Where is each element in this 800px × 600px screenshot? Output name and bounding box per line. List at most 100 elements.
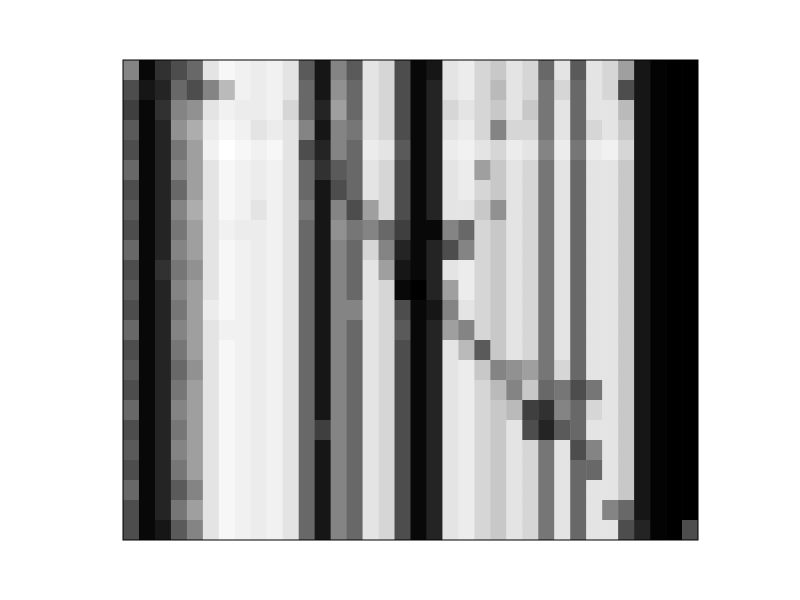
heat-cell <box>187 380 203 401</box>
heat-cell <box>251 180 267 201</box>
heat-cell <box>682 300 698 321</box>
heat-cell <box>267 320 283 341</box>
heat-cell <box>155 320 171 341</box>
heat-cell <box>187 340 203 361</box>
heat-cell <box>490 320 506 341</box>
heat-cell <box>426 60 442 81</box>
heat-cell <box>411 220 427 241</box>
heat-cell <box>251 400 267 421</box>
heat-cell <box>283 320 299 341</box>
heat-cell <box>554 280 570 301</box>
heat-cell <box>267 260 283 281</box>
heat-cell <box>618 440 634 461</box>
heat-cell <box>299 100 315 121</box>
heat-cell <box>235 420 251 441</box>
heat-cell <box>123 460 139 481</box>
heat-cell <box>203 220 219 241</box>
heat-cell <box>570 160 586 181</box>
heat-cell <box>586 420 602 441</box>
heat-cell <box>650 460 666 481</box>
heat-cell <box>602 360 618 381</box>
heat-cell <box>187 520 203 540</box>
heat-cell <box>458 260 474 281</box>
heat-cell <box>155 240 171 261</box>
heat-cell <box>235 340 251 361</box>
heat-cell <box>602 480 618 501</box>
heat-cell <box>363 260 379 281</box>
heat-cell <box>299 500 315 521</box>
heat-cell <box>602 400 618 421</box>
heat-cell <box>522 140 538 161</box>
heat-cell <box>474 480 490 501</box>
heat-cell <box>442 220 458 241</box>
heat-cell <box>363 120 379 141</box>
heat-cell <box>395 460 411 481</box>
heat-cell <box>283 500 299 521</box>
heat-cell <box>490 460 506 481</box>
heat-cell <box>363 520 379 540</box>
heat-cell <box>602 200 618 221</box>
heat-cell <box>650 220 666 241</box>
heat-cell <box>411 360 427 381</box>
heat-cell <box>586 480 602 501</box>
heat-cell <box>490 120 506 141</box>
heat-cell <box>426 180 442 201</box>
heat-cell <box>347 500 363 521</box>
heat-cell <box>506 60 522 81</box>
heat-cell <box>554 200 570 221</box>
heat-cell <box>347 180 363 201</box>
heat-cell <box>315 320 331 341</box>
heat-cell <box>235 120 251 141</box>
heat-cell <box>634 300 650 321</box>
heat-cell <box>666 280 682 301</box>
heat-cell <box>347 420 363 441</box>
heat-cell <box>570 240 586 261</box>
heat-cell <box>235 320 251 341</box>
heat-cell <box>666 60 682 81</box>
heat-cell <box>267 200 283 221</box>
heat-cell <box>363 400 379 421</box>
heat-cell <box>155 280 171 301</box>
heat-cell <box>379 320 395 341</box>
heat-cell <box>379 180 395 201</box>
heat-cell <box>538 260 554 281</box>
heat-cell <box>315 120 331 141</box>
heat-cell <box>251 200 267 221</box>
heat-cell <box>506 420 522 441</box>
heat-cell <box>379 380 395 401</box>
heat-cell <box>570 260 586 281</box>
heat-cell <box>219 400 235 421</box>
heat-cell <box>506 180 522 201</box>
heat-cell <box>155 140 171 161</box>
heat-cell <box>442 440 458 461</box>
heat-cell <box>506 400 522 421</box>
heat-cell <box>570 180 586 201</box>
heat-cell <box>315 520 331 540</box>
heat-cell <box>602 120 618 141</box>
heat-cell <box>267 160 283 181</box>
heat-cell <box>123 320 139 341</box>
heat-cell <box>458 500 474 521</box>
heat-cell <box>203 60 219 81</box>
heat-cell <box>347 140 363 161</box>
heat-cell <box>379 440 395 461</box>
heat-cell <box>379 260 395 281</box>
heat-cell <box>347 520 363 540</box>
heat-cell <box>474 460 490 481</box>
heat-cell <box>538 300 554 321</box>
heat-cell <box>474 320 490 341</box>
heat-cell <box>490 440 506 461</box>
heat-cell <box>538 360 554 381</box>
heat-cell <box>650 260 666 281</box>
heat-cell <box>666 300 682 321</box>
heat-cell <box>347 60 363 81</box>
heat-cell <box>331 360 347 381</box>
heat-cell <box>379 60 395 81</box>
heat-cell <box>251 440 267 461</box>
heat-cell <box>363 140 379 161</box>
heat-cell <box>442 80 458 101</box>
heat-cell <box>267 240 283 261</box>
heat-cell <box>522 60 538 81</box>
heat-cell <box>538 220 554 241</box>
heat-cell <box>235 80 251 101</box>
